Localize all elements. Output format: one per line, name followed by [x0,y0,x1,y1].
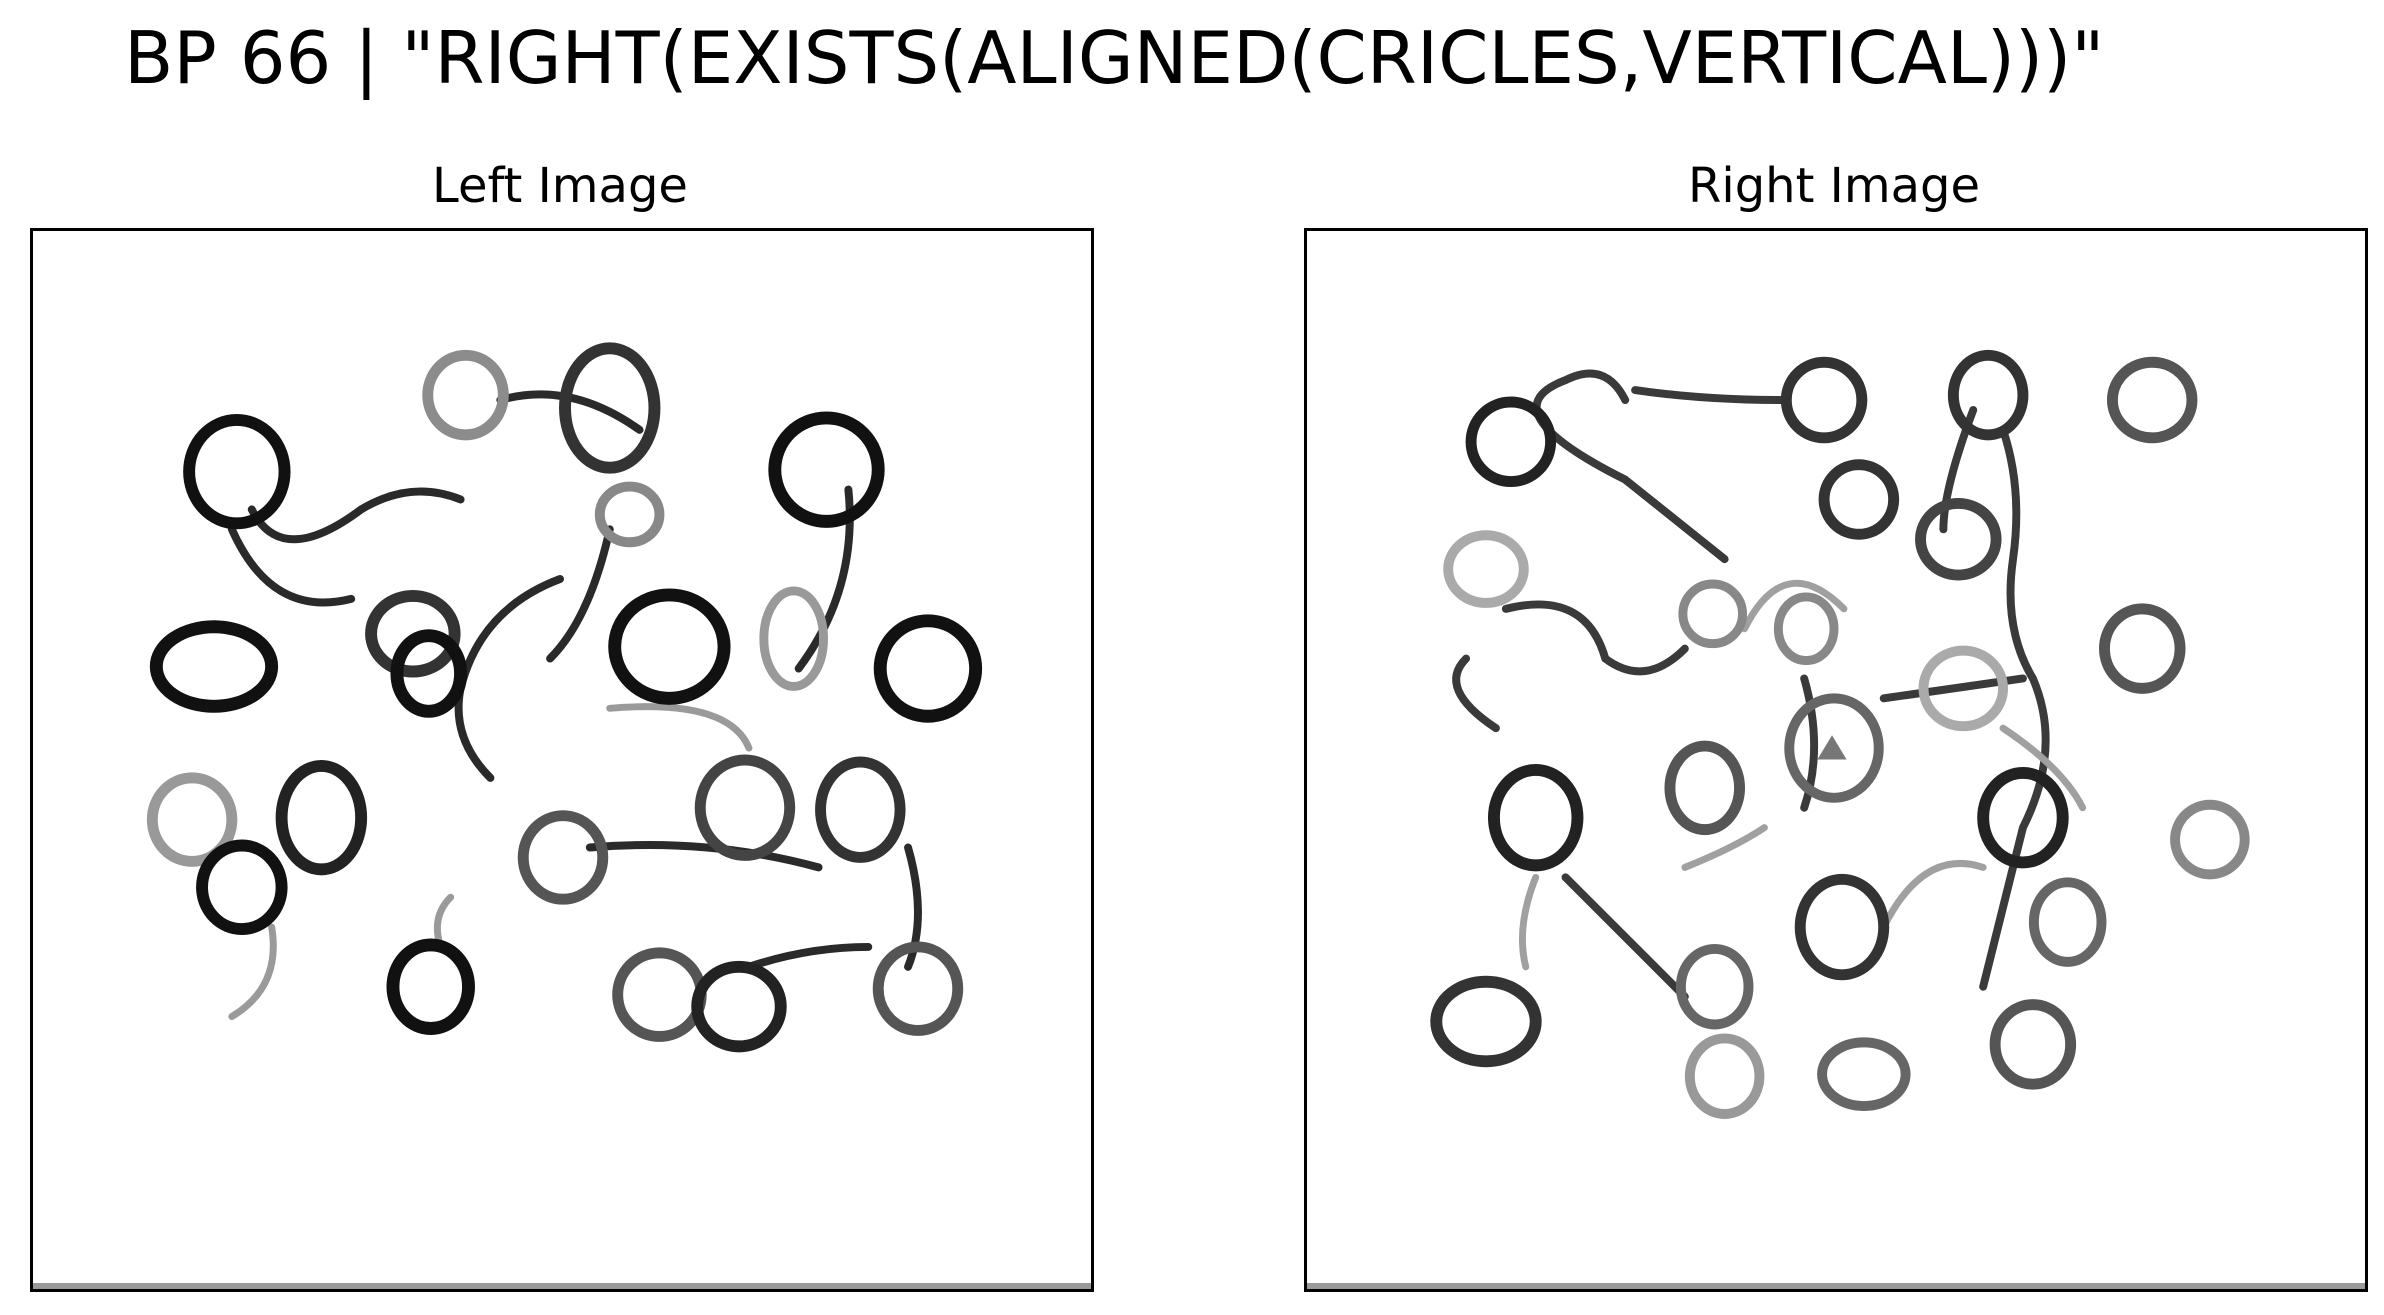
left-loop [196,839,288,936]
right-loop [1947,349,2029,441]
right-loop [2106,356,2198,444]
right-loop [1430,975,1542,1068]
left-loop [275,760,368,876]
right-loop [1915,497,2002,581]
right-loop [1664,740,1746,836]
right-small-triangle [1817,735,1847,760]
right-image-panel [1304,228,2368,1292]
right-loop [1784,693,1884,803]
left-loop [873,614,983,723]
right-panel-floor [1307,1283,2365,1289]
right-image-title: Right Image [1688,158,1980,214]
right-loop [1675,943,1754,1030]
left-loop [759,586,828,691]
right-loop [1918,645,2009,732]
right-loop [2099,603,2186,694]
right-image-drawing [1430,349,2250,1119]
right-loop [1989,999,2077,1090]
left-loop [517,810,609,905]
left-loop [183,413,291,530]
left-image-drawing [146,342,983,1053]
left-loop [386,938,475,1035]
left-loop [768,411,885,528]
right-loop [1817,1037,1911,1112]
right-loop [1773,592,1839,666]
right-loop [1443,530,1529,608]
left-loop [815,756,906,863]
left-loop [691,960,787,1053]
right-loop [2170,799,2250,880]
right-loop [1818,459,1900,540]
right-faint-curves [1518,579,2087,971]
left-loop [149,620,279,713]
left-panel-floor [33,1283,1091,1289]
right-loop [1465,396,1557,488]
left-loop [594,481,665,548]
right-loop [1977,766,2069,869]
right-loop [1487,763,1584,872]
right-loop [1684,1033,1765,1119]
right-loop [1794,873,1890,981]
left-loop [872,941,964,1036]
right-circles [1430,349,2250,1119]
left-image-title: Left Image [432,158,688,214]
right-loop [1780,356,1868,444]
left-connector-curves [227,390,922,971]
left-loop [612,947,707,1042]
left-loop [694,754,796,861]
right-loop [2028,877,2107,967]
left-loop [365,589,461,678]
left-loop [146,772,238,867]
left-loop [559,342,661,474]
left-circles [146,342,983,1053]
left-loop [608,588,731,705]
left-loop [390,629,468,718]
right-loop [1678,579,1748,649]
left-loop [422,349,509,441]
left-image-panel [30,228,1094,1292]
figure-title: BP 66 | "RIGHT(EXISTS(ALIGNED(CRICLES,VE… [124,16,2105,100]
